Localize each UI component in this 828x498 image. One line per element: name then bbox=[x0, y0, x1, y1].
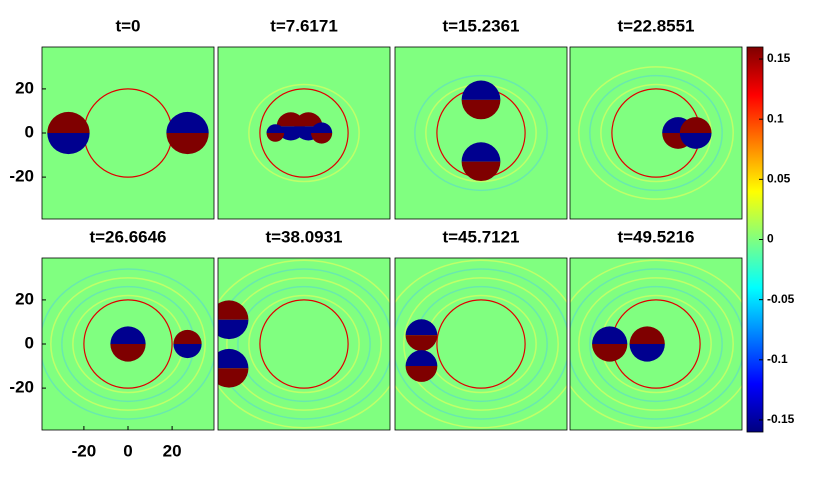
vortex bbox=[166, 111, 209, 133]
panel-title: t=15.2361 bbox=[442, 16, 519, 35]
wave-front bbox=[218, 268, 390, 420]
vortex bbox=[110, 326, 146, 344]
panel bbox=[570, 258, 742, 430]
vortex bbox=[405, 350, 438, 367]
cylinder bbox=[436, 299, 526, 389]
vortex bbox=[266, 124, 285, 133]
x-tick-label: 20 bbox=[163, 441, 182, 460]
panel-title: t=22.8551 bbox=[617, 16, 694, 35]
y-tick-label: -20 bbox=[9, 167, 34, 186]
panel-title: t=45.7121 bbox=[442, 227, 519, 246]
y-tick-label: 0 bbox=[25, 122, 34, 141]
panel-title: t=7.6171 bbox=[270, 16, 338, 35]
y-tick-label: 20 bbox=[15, 78, 34, 97]
vortex bbox=[47, 111, 90, 133]
colorbar-tick-label: 0.05 bbox=[767, 172, 791, 186]
wave-front bbox=[570, 268, 742, 420]
panel-frame bbox=[394, 46, 568, 220]
vortex bbox=[294, 112, 323, 127]
wave-front bbox=[403, 277, 559, 411]
panel-frame bbox=[394, 257, 568, 431]
vortex bbox=[405, 366, 438, 382]
panel-frame bbox=[217, 257, 391, 431]
wave-front bbox=[589, 74, 723, 192]
vortex bbox=[311, 133, 333, 144]
panel bbox=[395, 258, 567, 430]
panel bbox=[218, 47, 390, 219]
vortex bbox=[166, 133, 209, 155]
colorbar-tick-label: -0.15 bbox=[767, 412, 795, 426]
wave-front bbox=[50, 277, 206, 411]
vortex bbox=[461, 99, 501, 120]
panel bbox=[218, 258, 390, 430]
wave-front bbox=[218, 259, 390, 429]
panel-frame bbox=[569, 257, 743, 431]
colorbar-tick-label: -0.05 bbox=[767, 292, 795, 306]
wave-front bbox=[226, 277, 382, 411]
vortex bbox=[461, 142, 501, 162]
x-tick-label: -20 bbox=[72, 441, 97, 460]
vortex bbox=[218, 368, 249, 388]
wave-front bbox=[578, 277, 734, 411]
wave-front bbox=[578, 66, 734, 200]
panel-frame bbox=[569, 46, 743, 220]
vortex bbox=[592, 344, 628, 362]
panel-title: t=38.0931 bbox=[265, 227, 342, 246]
panel bbox=[395, 47, 567, 219]
panel-title: t=49.5216 bbox=[617, 227, 694, 246]
panel-title: t=0 bbox=[115, 16, 140, 35]
vortex bbox=[461, 80, 501, 100]
cylinder bbox=[259, 88, 349, 178]
panel-frame bbox=[217, 46, 391, 220]
vortex bbox=[629, 326, 665, 344]
panel bbox=[570, 47, 742, 219]
colorbar-tick-label: 0.1 bbox=[767, 111, 784, 125]
colorbar-tick-label: 0 bbox=[767, 232, 774, 246]
y-tick-label: 20 bbox=[15, 289, 34, 308]
vortex bbox=[311, 122, 333, 133]
wave-front bbox=[248, 83, 360, 183]
cylinder bbox=[83, 299, 173, 389]
wave-front bbox=[248, 294, 360, 394]
vortex bbox=[218, 319, 249, 340]
vortex bbox=[266, 133, 285, 142]
vortex bbox=[679, 117, 712, 133]
panel-background bbox=[218, 258, 390, 430]
wave-front bbox=[395, 259, 567, 429]
vortex bbox=[218, 300, 249, 320]
vortex bbox=[47, 133, 90, 155]
vortex bbox=[173, 329, 202, 344]
vortex bbox=[679, 133, 712, 149]
panel-background bbox=[570, 47, 742, 219]
panel-background bbox=[395, 47, 567, 219]
vortex bbox=[405, 319, 438, 336]
panel-title: t=26.6646 bbox=[89, 227, 166, 246]
vortex bbox=[592, 326, 628, 344]
wave-front bbox=[237, 285, 371, 403]
wave-front bbox=[42, 268, 214, 420]
colorbar-tick-label: -0.1 bbox=[767, 352, 788, 366]
panel bbox=[42, 258, 214, 430]
y-tick-label: 0 bbox=[25, 333, 34, 352]
y-tick-label: -20 bbox=[9, 378, 34, 397]
vortex bbox=[218, 348, 249, 369]
vortex bbox=[173, 344, 202, 359]
vortex bbox=[405, 335, 438, 352]
wave-front bbox=[414, 74, 548, 192]
vortex bbox=[110, 344, 146, 362]
vortex bbox=[629, 344, 665, 362]
wave-front bbox=[570, 259, 742, 429]
colorbar-tick-label: 0.15 bbox=[767, 51, 791, 65]
wave-front bbox=[395, 268, 567, 420]
cylinder bbox=[259, 299, 349, 389]
panel bbox=[42, 47, 214, 219]
vortex bbox=[461, 161, 501, 182]
wave-front bbox=[589, 285, 723, 403]
x-tick-label: 0 bbox=[123, 441, 132, 460]
